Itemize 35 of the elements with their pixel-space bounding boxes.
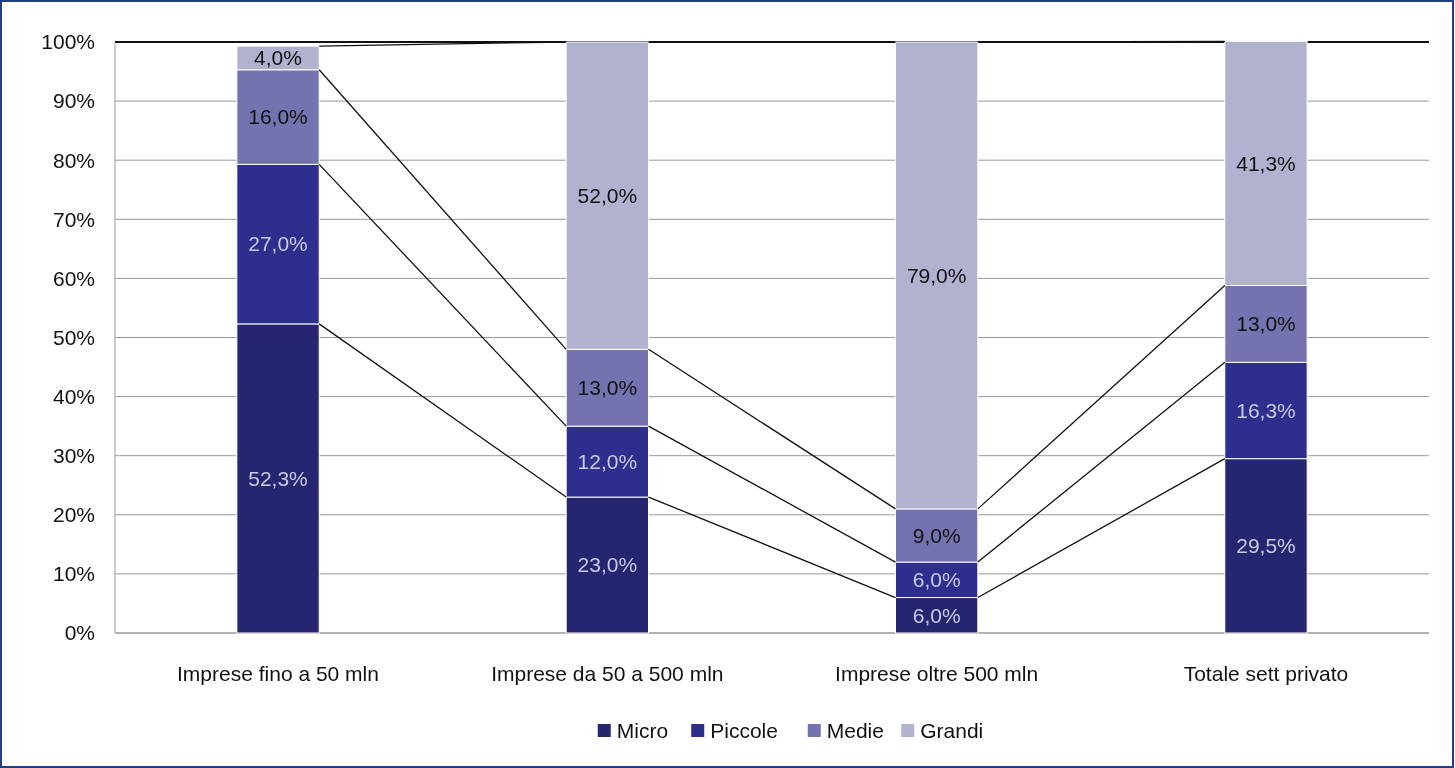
y-tick-label: 40% (52, 384, 95, 408)
y-tick-label: 30% (52, 444, 95, 468)
data-label: 4,0% (254, 46, 302, 70)
legend-label: Grandi (920, 719, 984, 743)
x-tick-label: Imprese fino a 50 mln (177, 662, 379, 685)
y-tick-label: 10% (52, 562, 95, 586)
data-label: 6,0% (912, 568, 961, 592)
data-label: 13,0% (577, 376, 638, 400)
y-tick-label: 50% (52, 325, 95, 349)
y-tick-label: 70% (52, 207, 95, 231)
y-tick-label: 80% (52, 148, 95, 172)
data-label: 23,0% (577, 553, 638, 577)
data-label: 13,0% (1236, 312, 1296, 336)
y-tick-label: 100% (41, 30, 95, 54)
data-label: 41,3% (1236, 151, 1296, 175)
data-label: 29,5% (1236, 534, 1296, 558)
data-label: 52,3% (248, 466, 308, 490)
x-tick-label: Totale sett privato (1183, 662, 1349, 685)
legend-label: Micro (616, 719, 669, 743)
data-label: 6,0% (912, 603, 961, 627)
y-tick-label: 0% (64, 621, 95, 645)
legend-label: Piccole (710, 719, 778, 743)
data-label: 52,0% (577, 184, 638, 208)
y-tick-label: 90% (52, 89, 95, 113)
x-tick-label: Imprese da 50 a 500 mln (491, 662, 724, 685)
y-tick-label: 20% (52, 503, 95, 527)
data-label: 27,0% (248, 232, 308, 256)
y-tick-label: 60% (52, 266, 95, 290)
x-tick-label: Imprese oltre 500 mln (835, 662, 1039, 685)
data-label: 16,3% (1236, 398, 1296, 422)
data-label: 16,0% (248, 105, 308, 129)
data-label: 12,0% (577, 449, 638, 473)
legend-label: Medie (826, 719, 884, 743)
data-label: 9,0% (912, 523, 961, 547)
data-label: 79,0% (906, 263, 967, 287)
